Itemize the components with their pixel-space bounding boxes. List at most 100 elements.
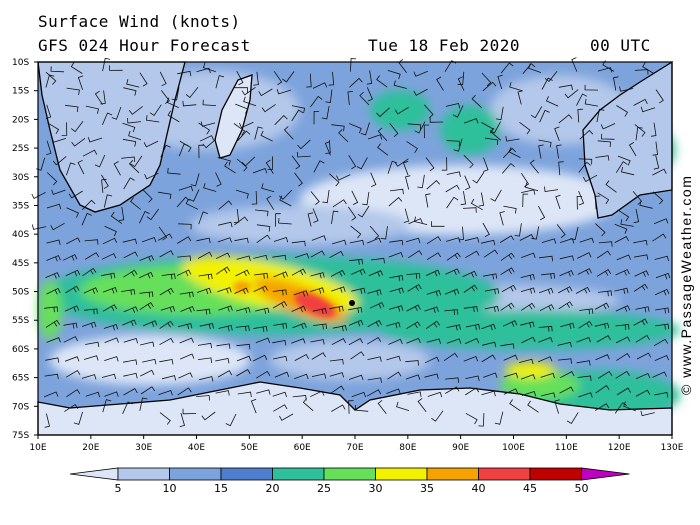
- wind-barb: [545, 96, 559, 107]
- wind-barb: [483, 157, 489, 172]
- wind-barb: [324, 141, 331, 156]
- wind-barb: [501, 162, 515, 174]
- wind-barb: [272, 254, 287, 261]
- wind-barb: [579, 308, 594, 315]
- wind-barb: [554, 126, 560, 141]
- wind-barb: [241, 156, 256, 167]
- wind-barb: [256, 389, 271, 395]
- wind-barb: [82, 199, 96, 210]
- wind-barb: [558, 301, 573, 310]
- wind-barb: [529, 159, 539, 174]
- wind-barb: [44, 413, 50, 428]
- wind-barb: [596, 335, 611, 343]
- wind-barb: [406, 272, 421, 279]
- colorbar-segment: [220, 467, 273, 481]
- wind-barb: [167, 110, 180, 123]
- wind-barb: [541, 392, 556, 398]
- wind-barb: [424, 373, 439, 379]
- wind-barb: [101, 178, 107, 193]
- wind-barb: [196, 395, 210, 401]
- wind-barb: [283, 126, 294, 140]
- wind-barb: [128, 160, 140, 174]
- wind-barb: [389, 239, 404, 246]
- wind-barb: [417, 174, 425, 189]
- wind-barb: [368, 270, 384, 277]
- wind-barb: [576, 360, 591, 366]
- wind-barb: [366, 87, 373, 102]
- wind-barb: [51, 189, 66, 195]
- wind-barb: [160, 306, 176, 313]
- wind-barb: [313, 160, 325, 173]
- wind-barb: [517, 90, 523, 105]
- wind-barb: [652, 168, 667, 176]
- wind-barb: [484, 288, 500, 295]
- wind-barb: [177, 255, 191, 261]
- australia-landmass: [582, 60, 673, 219]
- wind-barb: [620, 219, 634, 227]
- wind-barb: [332, 199, 347, 208]
- map-field: [31, 57, 680, 436]
- wind-barb: [483, 273, 498, 280]
- wind-barb: [465, 412, 478, 425]
- wind-barb: [161, 375, 177, 381]
- wind-barb: [123, 177, 135, 190]
- wind-barb: [349, 239, 365, 246]
- wind-barb: [159, 287, 174, 296]
- wind-barb: [576, 336, 591, 343]
- wind-barb: [376, 75, 388, 88]
- wind-barb: [197, 251, 213, 259]
- wind-barb: [149, 104, 162, 117]
- wind-barb: [44, 373, 59, 380]
- wind-barb: [601, 133, 615, 140]
- wind-barb: [47, 122, 60, 135]
- lat-label: 65S: [12, 374, 29, 384]
- wind-barb: [102, 399, 112, 413]
- wind-barb: [597, 370, 613, 379]
- wind-barb: [582, 174, 598, 183]
- wind-barb: [349, 258, 363, 265]
- wind-barb: [81, 212, 92, 226]
- wind-barb: [83, 308, 98, 315]
- wind-barb: [50, 66, 65, 73]
- wind-barb: [325, 140, 331, 154]
- wind-barb: [252, 167, 268, 174]
- wind-barb: [198, 273, 213, 280]
- wind-barb: [160, 144, 171, 158]
- wind-barbs: [31, 57, 671, 428]
- wind-barb: [577, 375, 592, 382]
- lon-label: 40E: [188, 443, 205, 453]
- wind-barb: [652, 371, 667, 378]
- wind-barb: [577, 268, 592, 275]
- wind-barb: [366, 237, 382, 244]
- wind-barb: [123, 87, 137, 96]
- wind-barb: [196, 287, 212, 295]
- colorbar-low-arrow: [69, 467, 119, 481]
- wind-barb: [556, 144, 562, 159]
- wind-barb: [348, 307, 363, 314]
- wind-barb: [500, 267, 515, 276]
- wind-barb: [446, 237, 461, 243]
- wind-barb: [330, 385, 345, 394]
- wind-barb: [143, 140, 159, 148]
- wind-barb: [538, 144, 544, 159]
- wind-barb: [619, 86, 634, 92]
- wind-barb: [559, 386, 574, 394]
- forecast-subtitle: GFS 024 Hour Forecast: [38, 36, 251, 55]
- wind-barb: [110, 211, 123, 224]
- wind-barb: [566, 412, 579, 425]
- wind-barb: [521, 252, 536, 258]
- wind-barb: [407, 123, 422, 130]
- wind-barb: [52, 156, 67, 166]
- wind-barb: [652, 191, 664, 205]
- wind-barb: [297, 139, 311, 150]
- wind-barb: [102, 112, 113, 126]
- wind-barb: [558, 84, 573, 91]
- wind-barb: [253, 285, 268, 293]
- wind-barb: [444, 309, 459, 316]
- wind-barb: [615, 269, 630, 276]
- wind-barb: [274, 115, 288, 126]
- wind-barb: [481, 239, 496, 246]
- wind-barb: [426, 180, 440, 190]
- wind-barb: [251, 190, 258, 205]
- wind-barb: [294, 253, 310, 259]
